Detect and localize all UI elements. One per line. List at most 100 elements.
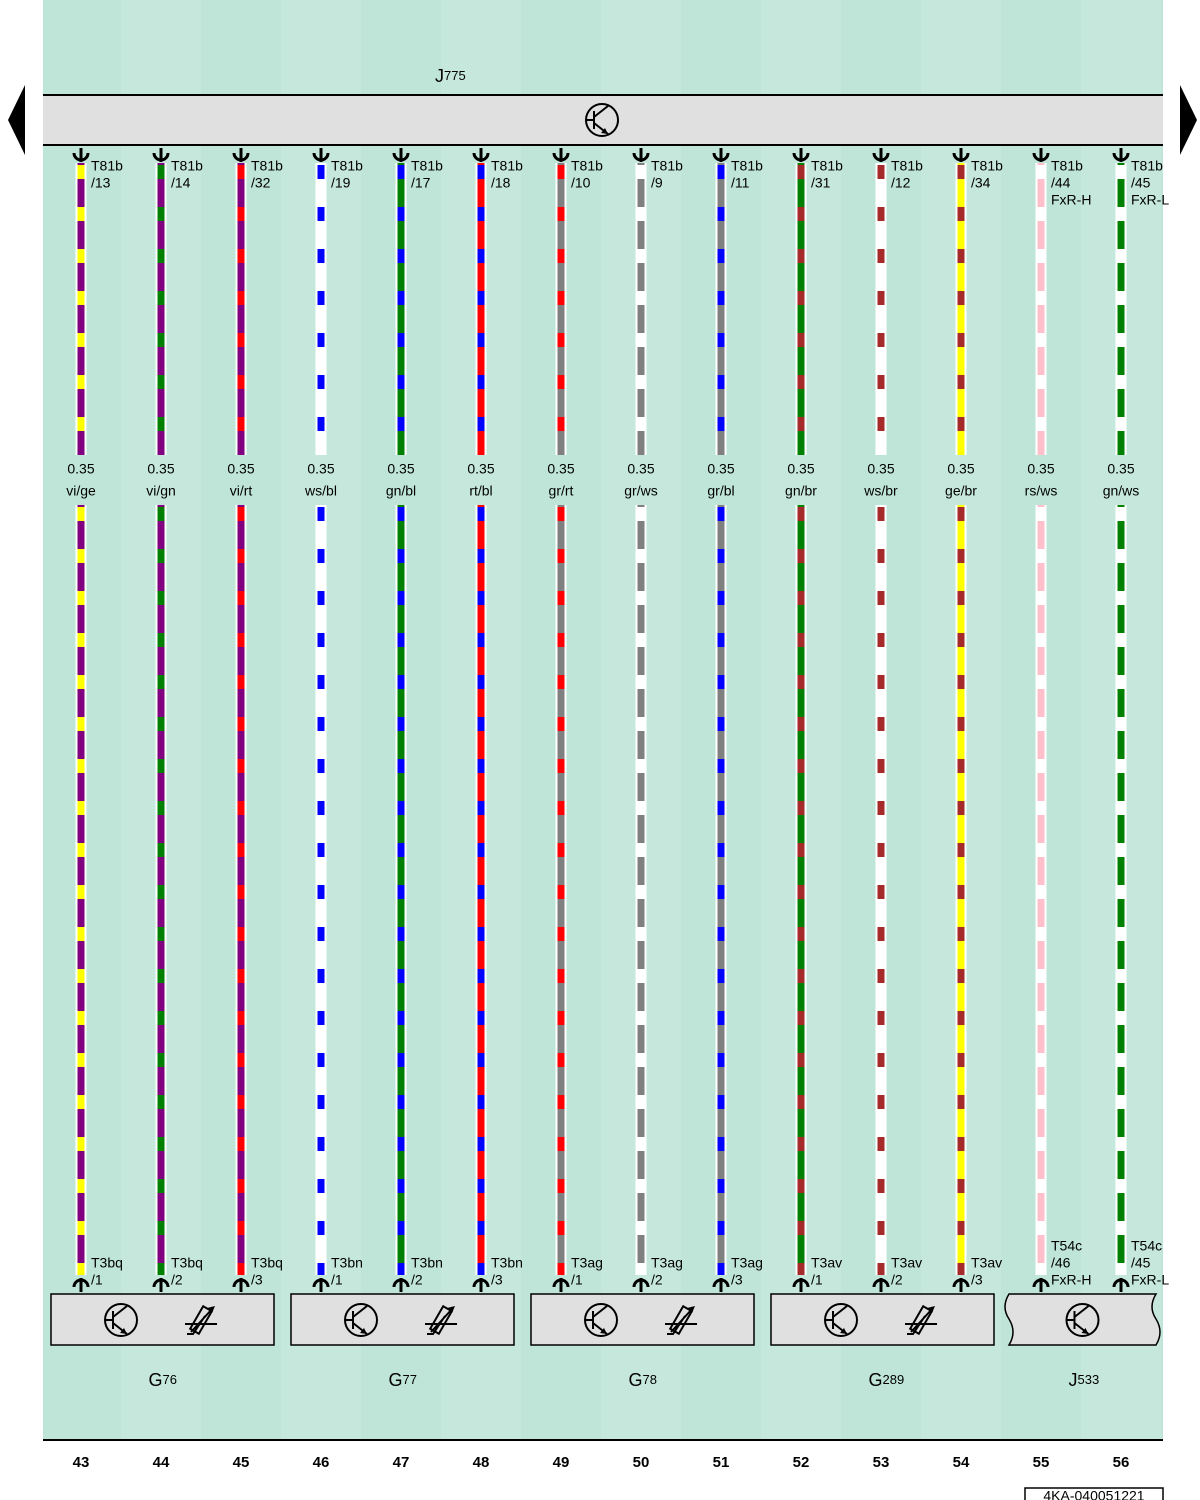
wire-color-code: rt/bl: [469, 483, 492, 499]
connector-pin: [472, 148, 490, 162]
wire-color-code: gr/bl: [707, 483, 734, 499]
top-pin-label: /14: [171, 175, 191, 191]
wire-color-code: vi/ge: [66, 483, 96, 499]
component-label: G289: [869, 1370, 905, 1390]
sensor-symbol: [665, 1304, 697, 1336]
top-pin-label: T81b: [571, 158, 603, 174]
top-pin-label: /12: [891, 175, 911, 191]
wire-gauge: 0.35: [707, 461, 734, 477]
column-number: 44: [153, 1454, 170, 1471]
top-pin-label: /19: [331, 175, 351, 191]
wire-gauge: 0.35: [867, 461, 894, 477]
component-box: [770, 1293, 995, 1346]
wire-color-code: ge/br: [945, 483, 977, 499]
bottom-pin-label: T54c: [1131, 1238, 1162, 1254]
bottom-pin-label: /2: [411, 1272, 423, 1288]
component-index: 78: [643, 1372, 657, 1387]
connector-pin: [952, 1278, 970, 1292]
connector-pin: [472, 1278, 490, 1292]
top-pin-label: T81b: [1131, 158, 1163, 174]
bottom-pin-label: FxR-L: [1131, 1272, 1169, 1288]
transistor-symbol: [585, 103, 619, 137]
bottom-pin-label: T3bn: [411, 1255, 443, 1271]
transistor-symbol: [824, 1303, 858, 1337]
connector-pin: [792, 148, 810, 162]
connector-pin: [552, 1278, 570, 1292]
control-unit-bar: [43, 95, 1163, 145]
top-pin-label: T81b: [811, 158, 843, 174]
symbol-arrow: [927, 1306, 935, 1313]
column-number: 45: [233, 1454, 250, 1471]
top-pin-label: T81b: [171, 158, 203, 174]
component-box: [290, 1293, 515, 1346]
symbol-lines: [586, 105, 609, 135]
top-pin-label: /32: [251, 175, 271, 191]
top-pin-label: T81b: [91, 158, 123, 174]
bottom-pin-label: T3bq: [251, 1255, 283, 1271]
symbol-lines: [1066, 1305, 1090, 1335]
bottom-pin-label: /2: [891, 1272, 903, 1288]
bottom-pin-label: T3bq: [171, 1255, 203, 1271]
top-pin-label: /17: [411, 175, 431, 191]
component-box: [1004, 1293, 1161, 1346]
component-label: G76: [149, 1370, 177, 1390]
bottom-pin-label: /1: [331, 1272, 343, 1288]
column-number: 50: [633, 1454, 650, 1471]
connector-pin: [392, 148, 410, 162]
wire-color-code: rs/ws: [1025, 483, 1058, 499]
wire-color-code: ws/bl: [304, 483, 337, 499]
top-pin-label: T81b: [891, 158, 923, 174]
bottom-pin-label: /1: [91, 1272, 103, 1288]
symbol-arrow: [207, 1306, 215, 1313]
symbol-arrow: [120, 1328, 127, 1334]
connector-pin: [632, 148, 650, 162]
column-number: 46: [313, 1454, 330, 1471]
top-pin-label: T81b: [251, 158, 283, 174]
connector-pin: [312, 1278, 330, 1292]
bottom-pin-label: /1: [811, 1272, 823, 1288]
wire-color-code: vi/gn: [146, 483, 176, 499]
connector-pin: [152, 148, 170, 162]
wire-gauge: 0.35: [1027, 461, 1054, 477]
column-number: 52: [793, 1454, 810, 1471]
bottom-pin-label: T3bq: [91, 1255, 123, 1271]
connector-pin: [792, 1278, 810, 1292]
connector-pin: [1112, 148, 1130, 162]
wire-color-code: ws/br: [863, 483, 898, 499]
component-letter: G: [149, 1370, 163, 1390]
wire-gauge: 0.35: [227, 461, 254, 477]
top-pin-label: /31: [811, 175, 831, 191]
connector-pin: [872, 1278, 890, 1292]
bottom-pin-label: T3bn: [331, 1255, 363, 1271]
connector-pin: [1112, 1278, 1130, 1292]
top-pin-label: /11: [731, 175, 750, 191]
symbol-lines: [345, 1305, 368, 1335]
connector-pin: [232, 1278, 250, 1292]
component-index: 289: [883, 1372, 905, 1387]
component-box: [530, 1293, 755, 1346]
component-index: 77: [403, 1372, 417, 1387]
left-arrow: [8, 85, 25, 155]
symbol-lines: [105, 1305, 128, 1335]
sensor-symbol: [185, 1304, 217, 1336]
top-pin-label: /45: [1131, 175, 1151, 191]
column-number: 47: [393, 1454, 410, 1471]
symbol-arrow: [687, 1306, 695, 1313]
wire-gauge: 0.35: [787, 461, 814, 477]
top-pin-label: T81b: [971, 158, 1003, 174]
component-letter: G: [389, 1370, 403, 1390]
bottom-pin-label: /3: [971, 1272, 983, 1288]
symbol-lines: [585, 1305, 608, 1335]
wire-color-code: gr/rt: [549, 483, 574, 499]
wire-gauge: 0.35: [947, 461, 974, 477]
bottom-pin-label: T3av: [971, 1255, 1002, 1271]
connector-pin: [392, 1278, 410, 1292]
bottom-pin-label: /2: [651, 1272, 663, 1288]
wire-gauge: 0.35: [67, 461, 94, 477]
right-arrow: [1180, 85, 1197, 155]
wire-gauge: 0.35: [307, 461, 334, 477]
component-index: 76: [163, 1372, 177, 1387]
top-pin-label: /9: [651, 175, 663, 191]
symbol-arrow: [1081, 1328, 1089, 1334]
